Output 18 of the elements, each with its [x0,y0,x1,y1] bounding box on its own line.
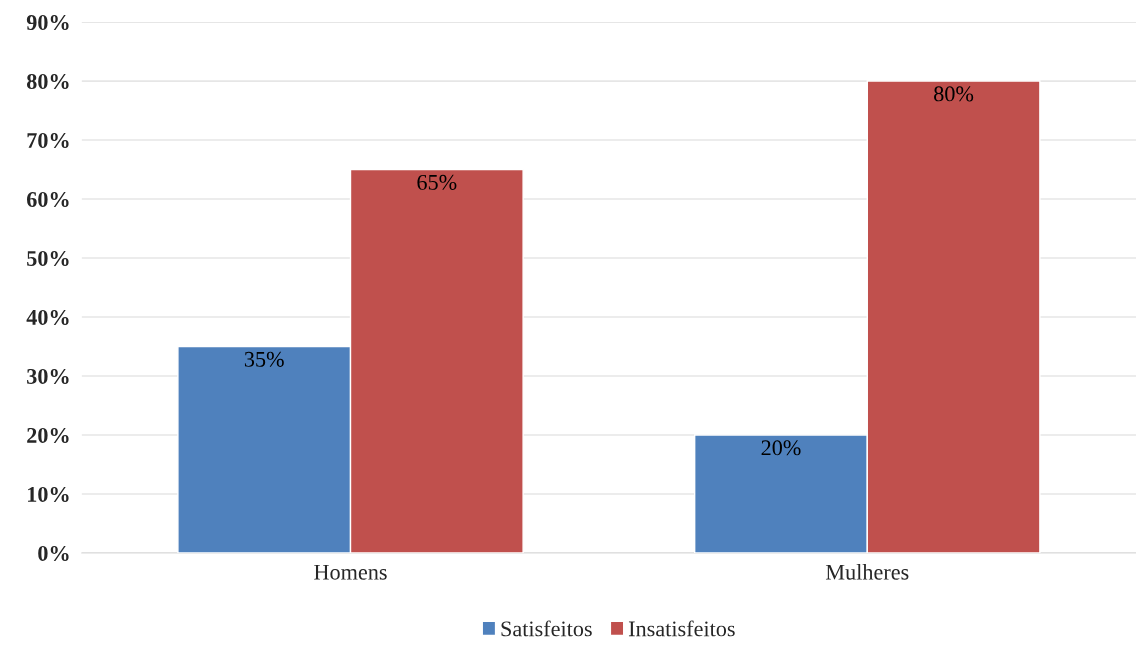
data-label: 20% [761,440,801,456]
x-tick-label: Homens [314,564,387,580]
y-tick-label: 50% [27,250,69,267]
y-tick-label: 60% [27,191,69,208]
y-tick-label: 20% [27,427,69,443]
y-tick-label: 80% [26,73,69,90]
data-label: 80% [934,86,974,102]
legend-label: Satisfeitos [501,620,592,637]
x-tick-label: Mulheres [825,564,909,580]
data-label: 65% [417,174,457,190]
y-tick-label: 30% [27,368,69,384]
legend-label: Insatisfeitos [628,620,735,637]
y-tick-label: 0% [38,545,69,561]
data-label: 35% [244,351,284,367]
y-tick-label: 40% [26,309,69,325]
y-tick-label: 70% [27,132,69,149]
y-tick-label: 90% [26,15,69,31]
y-tick-label: 10% [28,486,69,502]
